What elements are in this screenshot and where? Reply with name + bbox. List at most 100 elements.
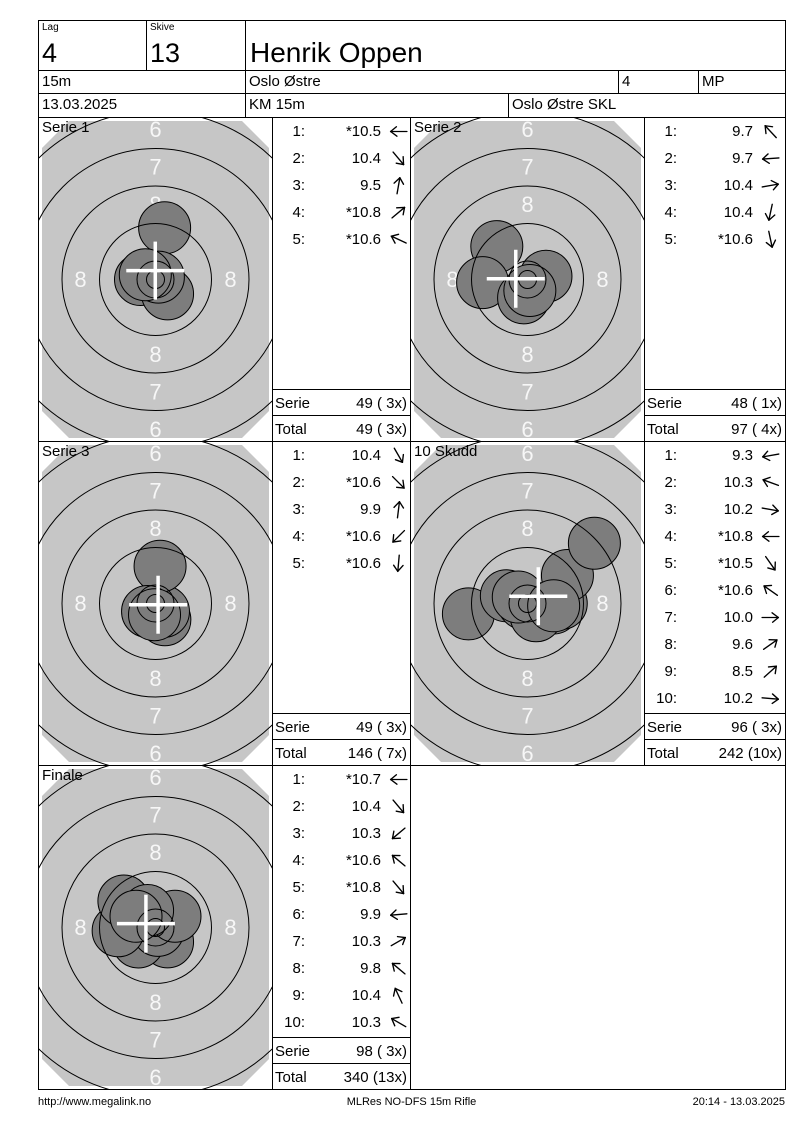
- shot-direction-arrow: [762, 450, 780, 462]
- shot-direction-arrow: [761, 531, 780, 542]
- shot-row: 3: 10.4: [645, 172, 785, 199]
- shot-row: 2: 9.7: [645, 145, 785, 172]
- shot-direction-arrow: [765, 230, 777, 248]
- shot-row: 3: 10.2: [645, 496, 785, 523]
- shot-number: 8:: [664, 636, 677, 653]
- shot-number: 3:: [292, 825, 305, 842]
- serie-score: Serie 98 ( 3x): [273, 1037, 410, 1064]
- shot-value: 10.4: [351, 987, 381, 1004]
- ring-number: 8: [224, 915, 236, 940]
- results-table: Lag 4 Skive 13 Henrik Oppen 15m Oslo Øst…: [38, 20, 786, 1090]
- shot-direction-arrow: [391, 206, 406, 219]
- shot-direction-arrow: [390, 935, 407, 947]
- shot-value: 10.4: [351, 447, 381, 464]
- shot-value: 10.4: [723, 177, 753, 194]
- total-score-value: 242 (10x): [718, 745, 782, 762]
- shot-direction-arrow: [391, 475, 405, 489]
- shot-direction-arrow: [392, 799, 405, 814]
- scores-cell-finale: 1: *10.7 2: 10.4 3: 10.3 4: *10.6 5: *10.8 6: 9.9 7:…: [272, 765, 410, 1089]
- shot-hole: [109, 889, 163, 943]
- ring-number: 7: [521, 380, 533, 405]
- club-value: Oslo Østre: [249, 73, 321, 90]
- ring-number: 8: [596, 267, 608, 292]
- shot-value: *10.6: [717, 582, 753, 599]
- scoring-ring: [99, 547, 212, 660]
- shot-row: 2: *10.6: [273, 469, 410, 496]
- shot-value: 10.3: [351, 825, 381, 842]
- lag-cell: Lag 4: [38, 20, 146, 70]
- total-score-label: Total: [647, 421, 679, 438]
- total-score: Total 340 (13x): [273, 1063, 410, 1089]
- shot-value: 9.7: [732, 150, 753, 167]
- ring-number: 7: [149, 380, 161, 405]
- total-score: Total 97 ( 4x): [645, 415, 785, 441]
- ring-number: 6: [149, 741, 161, 765]
- mpi-crosshair: [509, 567, 568, 626]
- shot-value: *10.6: [345, 474, 381, 491]
- shot-value: *10.6: [345, 528, 381, 545]
- scoring-ring: [433, 509, 622, 698]
- shot-number: 2:: [292, 150, 305, 167]
- skive-value: 13: [150, 38, 181, 68]
- shot-value: *10.6: [345, 231, 381, 248]
- serie-score-value: 96 ( 3x): [731, 718, 782, 736]
- shot-row: 3: 10.3: [273, 820, 410, 847]
- shot-direction-arrow: [391, 827, 406, 840]
- ring-number: 7: [521, 155, 533, 180]
- shot-row: 10: 10.2: [645, 685, 785, 712]
- ring-number: 8: [224, 591, 236, 616]
- shot-number: 4:: [292, 528, 305, 545]
- shot-value: 8.5: [732, 663, 753, 680]
- shooter-name-cell: Henrik Oppen: [245, 20, 785, 70]
- ring-number: 6: [149, 442, 161, 466]
- ring-number: 8: [521, 342, 533, 367]
- shot-value: 9.8: [360, 960, 381, 977]
- scoring-ring: [136, 908, 175, 947]
- shot-row: 10: 10.3: [273, 1009, 410, 1036]
- mpi-crosshair: [116, 894, 175, 953]
- shot-row: 1: *10.7: [273, 766, 410, 793]
- shot-row: 5: *10.6: [273, 550, 410, 577]
- shot-value: 9.9: [360, 501, 381, 518]
- mpi-crosshair: [126, 241, 185, 300]
- footer-time-date: 20:14 - 13.03.2025: [692, 1096, 785, 1108]
- shot-direction-arrow: [389, 774, 408, 785]
- mpi-crosshair: [129, 575, 188, 634]
- empty-cell: [410, 765, 785, 1089]
- shot-direction-arrow: [764, 203, 776, 221]
- shot-number: 3:: [664, 501, 677, 518]
- scoring-ring: [411, 472, 644, 735]
- shot-number: 3:: [292, 501, 305, 518]
- shot-value: 9.5: [360, 177, 381, 194]
- shot-number: 3:: [664, 177, 677, 194]
- shot-row: 1: 10.4: [273, 442, 410, 469]
- shot-value: *10.6: [345, 852, 381, 869]
- ring-number: 8: [596, 591, 608, 616]
- target-title-serie-3: Serie 3: [42, 443, 90, 460]
- scoring-ring: [411, 148, 644, 411]
- shot-direction-arrow: [761, 179, 779, 191]
- organizer-value: Oslo Østre SKL: [512, 96, 617, 113]
- ring-number: 7: [521, 479, 533, 504]
- shot-value: 10.3: [351, 933, 381, 950]
- shot-list: 1: 9.3 2: 10.3 3: 10.2 4: *10.8 5: *10.5 6: *10.6 7:…: [645, 442, 785, 712]
- ring-number: 7: [521, 704, 533, 729]
- shot-value: 9.3: [732, 447, 753, 464]
- total-score-label: Total: [647, 745, 679, 762]
- total-score-label: Total: [275, 421, 307, 438]
- serie-score: Serie 49 ( 3x): [273, 389, 410, 416]
- ring-number: 7: [149, 479, 161, 504]
- scoring-ring: [99, 223, 212, 336]
- total-score: Total 49 ( 3x): [273, 415, 410, 441]
- ring-number: 6: [149, 1065, 161, 1089]
- shot-number: 10:: [284, 1014, 305, 1031]
- shot-row: 5: *10.6: [645, 226, 785, 253]
- shot-row: 7: 10.3: [273, 928, 410, 955]
- scores-cell-serie-3: 1: 10.4 2: *10.6 3: 9.9 4: *10.6 5: *10.6 Serie 49 …: [272, 441, 410, 765]
- shot-direction-arrow: [761, 153, 780, 165]
- target-cell-serie-2: 8 8 7 7 6 6 8 8 Serie 2: [410, 117, 644, 441]
- shot-row: 1: 9.3: [645, 442, 785, 469]
